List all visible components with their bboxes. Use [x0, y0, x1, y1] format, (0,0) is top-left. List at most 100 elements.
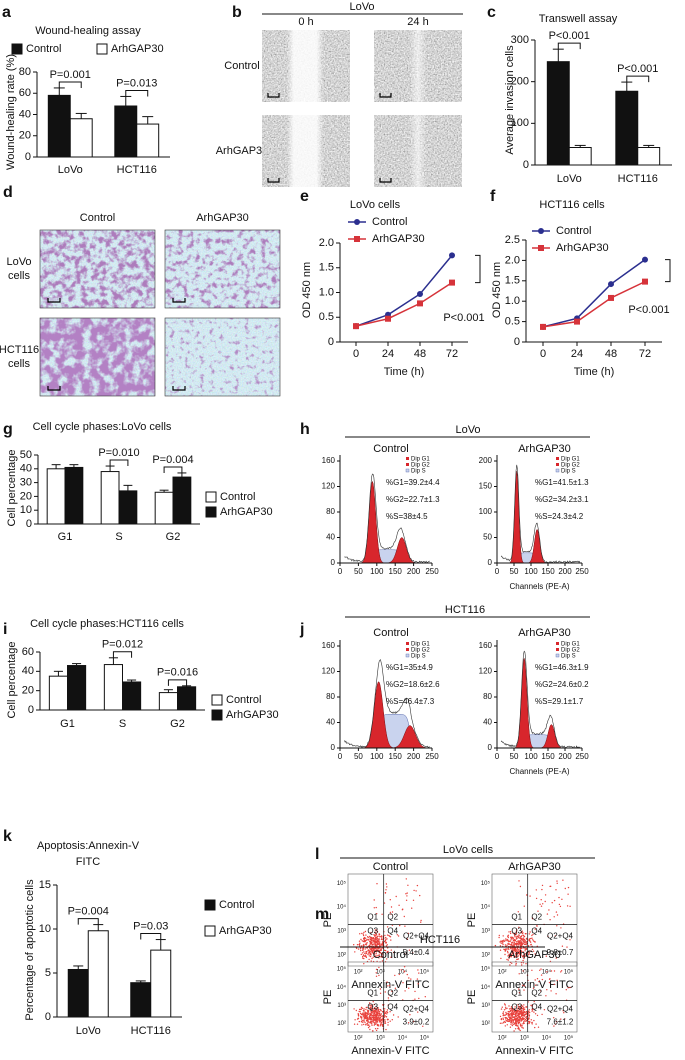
event-dot [514, 943, 516, 945]
legend-label: ArhGAP30 [219, 925, 272, 937]
plot-name: Control [373, 627, 408, 639]
phase-stat: %S=38±4.5 [386, 512, 428, 521]
event-dot [378, 957, 380, 959]
series-line [542, 280, 646, 328]
event-dot [372, 1017, 374, 1019]
point [353, 323, 359, 330]
event-dot [520, 953, 522, 955]
event-dot [369, 1007, 372, 1009]
legend-label: Control [226, 694, 261, 706]
event-dot [406, 892, 408, 894]
event-dot [381, 1023, 383, 1025]
row-label: ArhGAP30 [216, 145, 269, 157]
event-dot [514, 1019, 517, 1021]
point [642, 278, 648, 285]
x-tick-label: HCT116 [618, 173, 658, 185]
significance-label: P<0.001 [628, 304, 669, 316]
event-dot [518, 926, 520, 928]
event-dot [364, 1017, 366, 1019]
event-dot [513, 941, 515, 943]
event-dot [376, 944, 379, 946]
event-dot [363, 1013, 365, 1015]
event-dot [373, 1022, 376, 1024]
event-dot [518, 1028, 520, 1031]
event-dot [511, 952, 514, 954]
event-dot [550, 990, 552, 992]
event-dot [356, 947, 358, 950]
event-dot [363, 954, 365, 957]
event-dot [518, 1016, 520, 1018]
event-dot [519, 936, 522, 938]
significance-bracket [665, 259, 671, 283]
event-dot [372, 937, 375, 939]
event-dot [555, 889, 557, 891]
event-dot [360, 938, 362, 941]
event-dot [507, 952, 509, 954]
significance-label: P=0.004 [68, 906, 109, 918]
event-dot [366, 947, 368, 949]
event-dot [378, 1017, 380, 1020]
event-dot [362, 955, 364, 958]
event-dot [363, 936, 366, 939]
scale-bar [47, 298, 61, 303]
event-dot [556, 925, 558, 927]
x-tick-label: 100 [370, 752, 384, 761]
event-dot [513, 1021, 515, 1024]
event-dot [403, 915, 405, 918]
event-dot [504, 1014, 506, 1016]
event-dot [391, 1019, 393, 1021]
event-dot [512, 1013, 514, 1016]
event-dot [505, 949, 507, 951]
event-dot [370, 1010, 372, 1012]
event-dot [369, 941, 371, 944]
event-dot [522, 962, 524, 964]
event-dot [523, 989, 525, 991]
event-dot [565, 989, 567, 991]
event-dot [405, 893, 407, 895]
event-dot [546, 971, 548, 973]
event-dot [510, 1015, 512, 1017]
event-dot [519, 885, 522, 888]
y-tick-label: 0 [26, 518, 32, 530]
x-tick-label: 10² [498, 970, 507, 976]
event-dot [368, 958, 370, 961]
event-dot [511, 1022, 513, 1024]
group-label: LoVo [455, 424, 480, 436]
x-tick-label: 50 [354, 567, 363, 576]
event-dot [368, 1012, 370, 1014]
event-dot [376, 929, 378, 931]
event-dot [524, 1011, 526, 1014]
event-dot [505, 948, 507, 950]
event-dot [365, 934, 367, 936]
scale-bar [379, 93, 392, 98]
x-tick-label: S [115, 531, 122, 543]
panel-letter: k [3, 828, 12, 845]
event-dot [509, 955, 511, 958]
chart-title: Transwell assay [539, 13, 618, 25]
x-tick-label: 150 [541, 567, 555, 576]
legend-swatch [205, 506, 217, 518]
event-dot [514, 1010, 516, 1012]
event-dot [523, 1004, 525, 1006]
quadrant-label: Q2 [531, 913, 542, 922]
x-tick-label: 0 [353, 348, 359, 360]
event-dot [556, 880, 558, 882]
event-dot [403, 970, 406, 972]
y-tick-label: 10⁴ [481, 904, 491, 911]
bar [172, 476, 192, 525]
legend-label: Dip G2 [411, 463, 430, 469]
y-tick-label: 40 [326, 718, 335, 727]
bar [48, 675, 68, 711]
event-dot [372, 1010, 374, 1012]
event-dot [514, 1006, 516, 1008]
event-dot [362, 934, 365, 937]
event-dot [522, 1009, 524, 1012]
legend-label: Control [26, 43, 61, 55]
significance-bracket [140, 933, 162, 940]
event-dot [521, 947, 523, 950]
event-dot [365, 954, 367, 956]
bar [46, 468, 66, 525]
event-dot [514, 1017, 516, 1020]
event-dot [378, 949, 380, 952]
x-tick-label: 50 [510, 567, 519, 576]
